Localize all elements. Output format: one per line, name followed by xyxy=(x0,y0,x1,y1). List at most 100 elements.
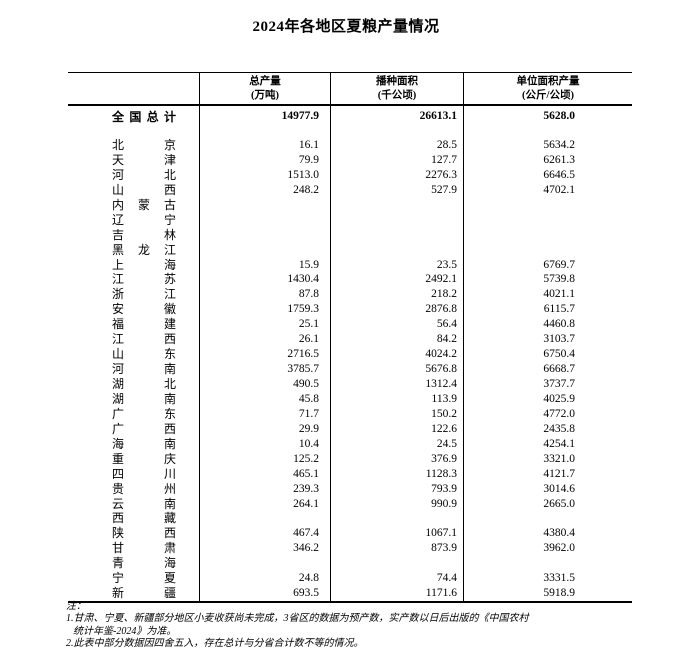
table-row: 黑龙江 xyxy=(68,242,632,258)
output-value-cell: 465.1 xyxy=(199,466,330,482)
region-cell: 湖南 xyxy=(68,392,199,407)
region-cell: 湖北 xyxy=(68,377,199,392)
yield-value-cell: 2435.8 xyxy=(463,421,632,437)
table-row: 山东 2716.5 4024.2 6750.4 xyxy=(68,347,632,363)
table-row: 广西 29.9 122.6 2435.8 xyxy=(68,421,632,437)
region-cell: 海南 xyxy=(68,437,199,452)
yield-value-cell: 4254.1 xyxy=(463,436,632,452)
output-value-cell: 87.8 xyxy=(199,287,330,303)
total-yield-value: 5628.0 xyxy=(463,106,632,138)
region-name: 湖北 xyxy=(112,377,176,391)
area-value-cell: 56.4 xyxy=(330,317,463,333)
notes: 注： 1.甘肃、宁夏、新疆部分地区小麦收获尚未完成，3省区的数据为预产数，实产数… xyxy=(66,601,626,651)
output-value-cell: 239.3 xyxy=(199,481,330,497)
region-name: 新疆 xyxy=(112,586,176,601)
output-value-cell: 125.2 xyxy=(199,451,330,467)
region-name: 湖南 xyxy=(112,391,176,406)
yield-value-cell: 6750.4 xyxy=(463,347,632,363)
region-name: 云南 xyxy=(112,496,176,511)
area-value-cell: 376.9 xyxy=(330,451,463,467)
region-cell: 北京 xyxy=(68,138,199,153)
region-name: 浙江 xyxy=(112,287,176,302)
yield-value-cell: 3014.6 xyxy=(463,481,632,497)
region-name: 安徽 xyxy=(112,302,176,317)
table-row: 宁夏 24.8 74.4 3331.5 xyxy=(68,571,632,587)
region-name: 河北 xyxy=(112,167,176,182)
table-row: 山西 248.2 527.9 4702.1 xyxy=(68,182,632,198)
header-yield-per-unit: 单位面积产量 (公斤/公顷) xyxy=(463,73,632,104)
table-row: 河南 3785.7 5676.8 6668.7 xyxy=(68,362,632,377)
region-cell: 青海 xyxy=(68,556,199,571)
area-value-cell: 84.2 xyxy=(330,332,463,348)
output-value-cell: 248.2 xyxy=(199,182,330,198)
table-row: 河北 1513.0 2276.3 6646.5 xyxy=(68,167,632,183)
table-row: 西藏 xyxy=(68,511,632,527)
yield-value-cell: 3962.0 xyxy=(463,541,632,557)
region-name: 广东 xyxy=(112,406,176,421)
region-name: 陕西 xyxy=(112,526,176,541)
region-name: 山东 xyxy=(112,347,176,362)
output-value-cell: 1430.4 xyxy=(199,272,330,288)
region-cell: 黑龙江 xyxy=(68,243,199,258)
region-name: 上海 xyxy=(112,257,176,272)
column-unit: (千公顷) xyxy=(377,89,417,101)
region-cell: 云南 xyxy=(68,497,199,512)
table-row: 海南 10.4 24.5 4254.1 xyxy=(68,436,632,452)
yield-value-cell: 6115.7 xyxy=(463,302,632,318)
region-cell: 山东 xyxy=(68,347,199,362)
output-value-cell: 24.8 xyxy=(199,571,330,587)
area-value-cell: 74.4 xyxy=(330,571,463,587)
region-name: 海南 xyxy=(112,436,176,451)
area-value-cell: 2276.3 xyxy=(330,167,463,183)
yield-value-cell xyxy=(463,227,632,243)
region-cell: 山西 xyxy=(68,183,199,198)
region-cell: 宁夏 xyxy=(68,571,199,586)
yield-value-cell xyxy=(463,556,632,572)
region-cell: 河南 xyxy=(68,362,199,377)
region-name: 四川 xyxy=(112,466,176,481)
yield-value-cell xyxy=(463,511,632,527)
region-name: 贵州 xyxy=(112,481,176,496)
table-row: 四川 465.1 1128.3 4121.7 xyxy=(68,466,632,482)
table-row: 重庆 125.2 376.9 3321.0 xyxy=(68,451,632,467)
yield-value-cell: 4702.1 xyxy=(463,182,632,198)
yield-value-cell: 5634.2 xyxy=(463,138,632,153)
region-cell: 重庆 xyxy=(68,452,199,467)
table-row: 新疆 693.5 1171.6 5918.9 xyxy=(68,586,632,602)
output-value-cell xyxy=(199,242,330,258)
region-cell: 天津 xyxy=(68,153,199,168)
region-cell: 内蒙古 xyxy=(68,198,199,213)
region-cell: 广东 xyxy=(68,407,199,422)
region-name: 福建 xyxy=(112,317,176,332)
table-row: 陕西 467.4 1067.1 4380.4 xyxy=(68,526,632,542)
area-value-cell: 23.5 xyxy=(330,257,463,273)
total-label: 全国总计 xyxy=(112,110,176,124)
region-cell: 吉林 xyxy=(68,228,199,243)
yield-value-cell: 4772.0 xyxy=(463,406,632,422)
summer-grain-table: 总产量 (万吨) 播种面积 (千公顷) 单位面积产量 (公斤/公顷) 全国总计 … xyxy=(68,72,632,604)
area-value-cell xyxy=(330,556,463,572)
table-row: 云南 264.1 990.9 2665.0 xyxy=(68,496,632,512)
output-value-cell: 467.4 xyxy=(199,526,330,542)
region-cell: 上海 xyxy=(68,258,199,273)
yield-value-cell: 4025.9 xyxy=(463,391,632,407)
area-value-cell: 1067.1 xyxy=(330,526,463,542)
area-value-cell xyxy=(330,227,463,243)
output-value-cell xyxy=(199,212,330,228)
region-name: 吉林 xyxy=(112,227,176,242)
region-name: 山西 xyxy=(112,182,176,197)
yield-value-cell: 4460.8 xyxy=(463,317,632,333)
area-value-cell: 793.9 xyxy=(330,481,463,497)
region-name: 黑龙江 xyxy=(112,242,176,257)
table-header-row: 总产量 (万吨) 播种面积 (千公顷) 单位面积产量 (公斤/公顷) xyxy=(68,73,632,106)
region-cell: 福建 xyxy=(68,317,199,332)
output-value-cell: 45.8 xyxy=(199,391,330,407)
area-value-cell xyxy=(330,511,463,527)
table-row: 广东 71.7 150.2 4772.0 xyxy=(68,406,632,422)
yield-value-cell: 6646.5 xyxy=(463,167,632,183)
region-name: 江苏 xyxy=(112,272,176,287)
table-body: 北京 16.1 28.5 5634.2 天津 79.9 127.7 6261.3… xyxy=(68,138,632,602)
yield-value-cell: 3321.0 xyxy=(463,451,632,467)
yield-value-cell: 4121.7 xyxy=(463,466,632,482)
yield-value-cell: 6261.3 xyxy=(463,152,632,168)
